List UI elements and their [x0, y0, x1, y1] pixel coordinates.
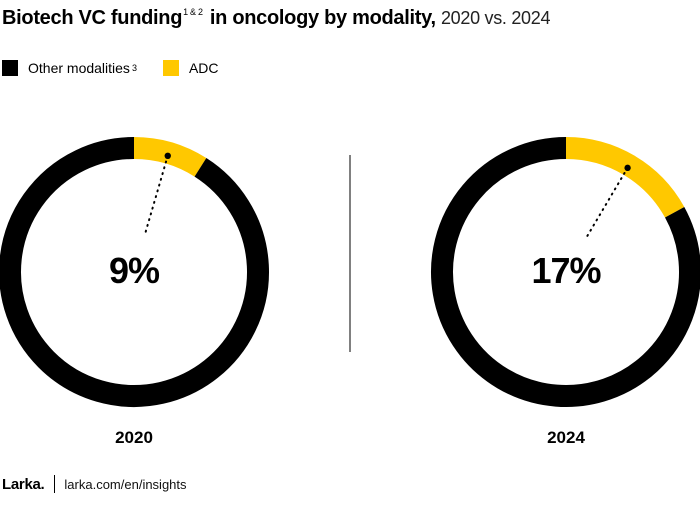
legend-item-other: Other modalities 3 — [2, 60, 137, 76]
leader-dot-2020 — [164, 152, 171, 160]
leader-line-2020 — [144, 154, 169, 235]
title-footnote: 1 & 2 — [183, 7, 203, 17]
donut-year-label-2020: 2020 — [115, 428, 153, 447]
legend-item-adc: ADC — [162, 60, 219, 76]
donut-slice-other-2020 — [0, 137, 269, 407]
footer: Larka. larka.com/en/insights — [2, 474, 187, 494]
footer-separator — [54, 475, 56, 493]
legend: Other modalities 3 ADC — [2, 60, 245, 76]
legend-swatch-other — [2, 60, 18, 76]
leader-line-2024 — [585, 166, 629, 239]
legend-footnote: 3 — [131, 63, 137, 73]
footer-url[interactable]: larka.com/en/insights — [64, 476, 187, 492]
chart-title: Biotech VC funding1 & 2 in oncology by m… — [2, 7, 698, 30]
donut-slice-adc-2024 — [565, 137, 685, 218]
donut-year-label-2024: 2024 — [547, 428, 585, 447]
brand-logo: Larka. — [2, 475, 45, 493]
legend-label-other: Other modalities — [28, 60, 130, 76]
title-years: 2020 vs. 2024 — [440, 8, 551, 28]
donut-slice-other-2024 — [431, 137, 700, 407]
title-bold: Biotech VC funding — [2, 7, 183, 29]
title-bold-continued: in oncology by modality, — [209, 7, 436, 29]
donut-percent-label-2020: 9% — [109, 250, 160, 291]
leader-dot-2024 — [624, 164, 631, 172]
donut-percent-label-2024: 17% — [531, 250, 601, 291]
legend-swatch-adc — [162, 60, 179, 76]
legend-label-adc: ADC — [188, 60, 219, 76]
